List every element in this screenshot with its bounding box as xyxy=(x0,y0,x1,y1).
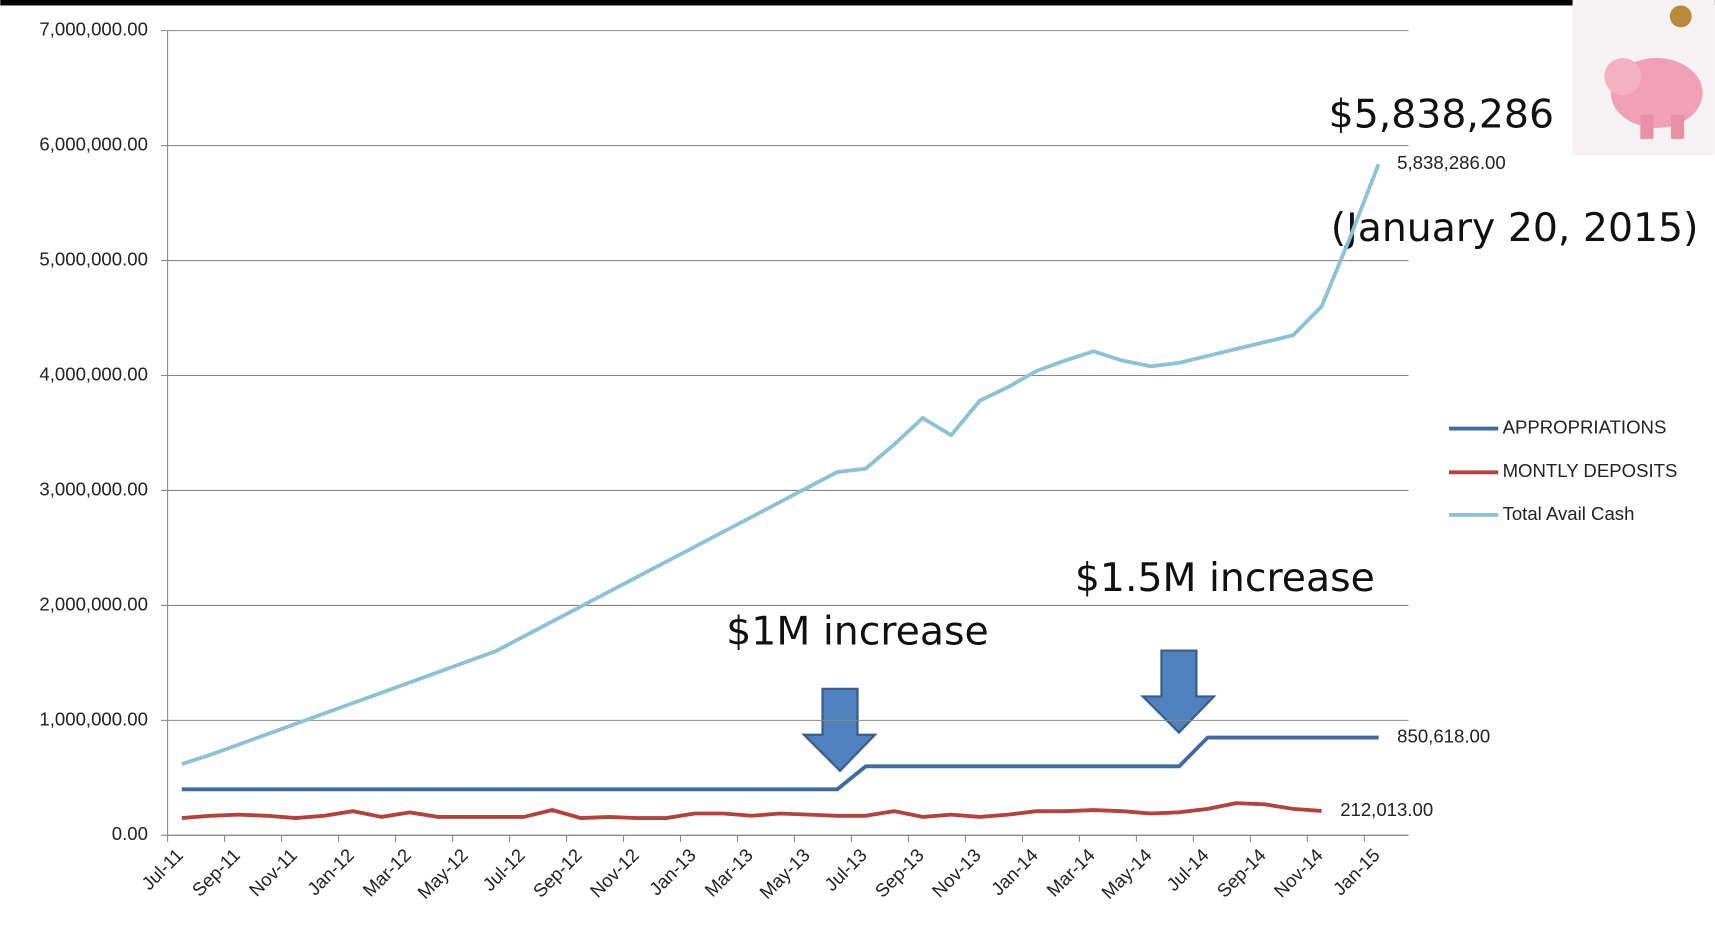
annotation: $1M increase xyxy=(726,609,988,655)
x-tick-label: Jan-12 xyxy=(303,844,358,899)
x-tick-label: Nov-14 xyxy=(1270,844,1327,901)
x-tick-label: Mar-12 xyxy=(359,844,415,900)
y-tick-label: 2,000,000.00 xyxy=(39,593,147,614)
x-tick-label: Nov-13 xyxy=(928,844,985,901)
piggy-bank-photo xyxy=(1572,0,1715,156)
y-tick-label: 1,000,000.00 xyxy=(39,708,147,729)
legend-label: APPROPRIATIONS xyxy=(1503,416,1667,437)
x-tick-label: Jul-14 xyxy=(1162,844,1213,895)
y-tick-label: 4,000,000.00 xyxy=(39,363,147,384)
y-tick-label: 5,000,000.00 xyxy=(39,248,147,269)
x-tick-label: Nov-11 xyxy=(245,844,301,900)
x-tick-label: Jan-15 xyxy=(1329,844,1384,899)
data-label: 850,618.00 xyxy=(1397,725,1490,746)
y-tick-label: 0.00 xyxy=(112,823,148,844)
x-tick-label: Sep-14 xyxy=(1213,844,1270,901)
x-tick-label: Jul-12 xyxy=(478,844,529,895)
arrow-1m xyxy=(801,687,878,773)
x-tick-label: Jul-13 xyxy=(820,844,871,895)
data-label: 212,013.00 xyxy=(1340,799,1433,820)
x-tick-label: May-13 xyxy=(755,844,814,903)
annotation: $1.5M increase xyxy=(1075,555,1375,601)
y-tick-label: 7,000,000.00 xyxy=(39,19,147,40)
annotation: (January 20, 2015) xyxy=(1331,205,1699,251)
x-tick-label: Mar-13 xyxy=(700,844,756,900)
y-tick-label: 6,000,000.00 xyxy=(39,133,147,154)
x-tick-label: Sep-12 xyxy=(529,844,586,901)
data-label: 5,838,286.00 xyxy=(1397,152,1505,173)
x-tick-label: Jul-11 xyxy=(137,844,187,894)
annotation: $5,838,286 xyxy=(1329,91,1554,137)
arrow-1-5m xyxy=(1140,649,1217,735)
top-band xyxy=(0,0,1715,6)
legend-label: MONTLY DEPOSITS xyxy=(1503,460,1678,481)
x-tick-label: Sep-11 xyxy=(188,844,244,900)
series-line xyxy=(181,735,1379,792)
x-tick-label: Jan-14 xyxy=(987,844,1042,899)
x-tick-label: Mar-14 xyxy=(1042,844,1098,900)
x-tick-label: Sep-13 xyxy=(871,844,928,901)
y-tick-label: 3,000,000.00 xyxy=(39,478,147,499)
x-tick-label: Jan-13 xyxy=(645,844,700,899)
legend-label: Total Avail Cash xyxy=(1503,503,1635,524)
series-line xyxy=(181,163,1381,766)
x-tick-label: May-14 xyxy=(1097,844,1156,903)
series-line xyxy=(181,801,1322,820)
x-tick-label: Nov-12 xyxy=(586,844,643,901)
x-tick-label: May-12 xyxy=(413,844,472,903)
